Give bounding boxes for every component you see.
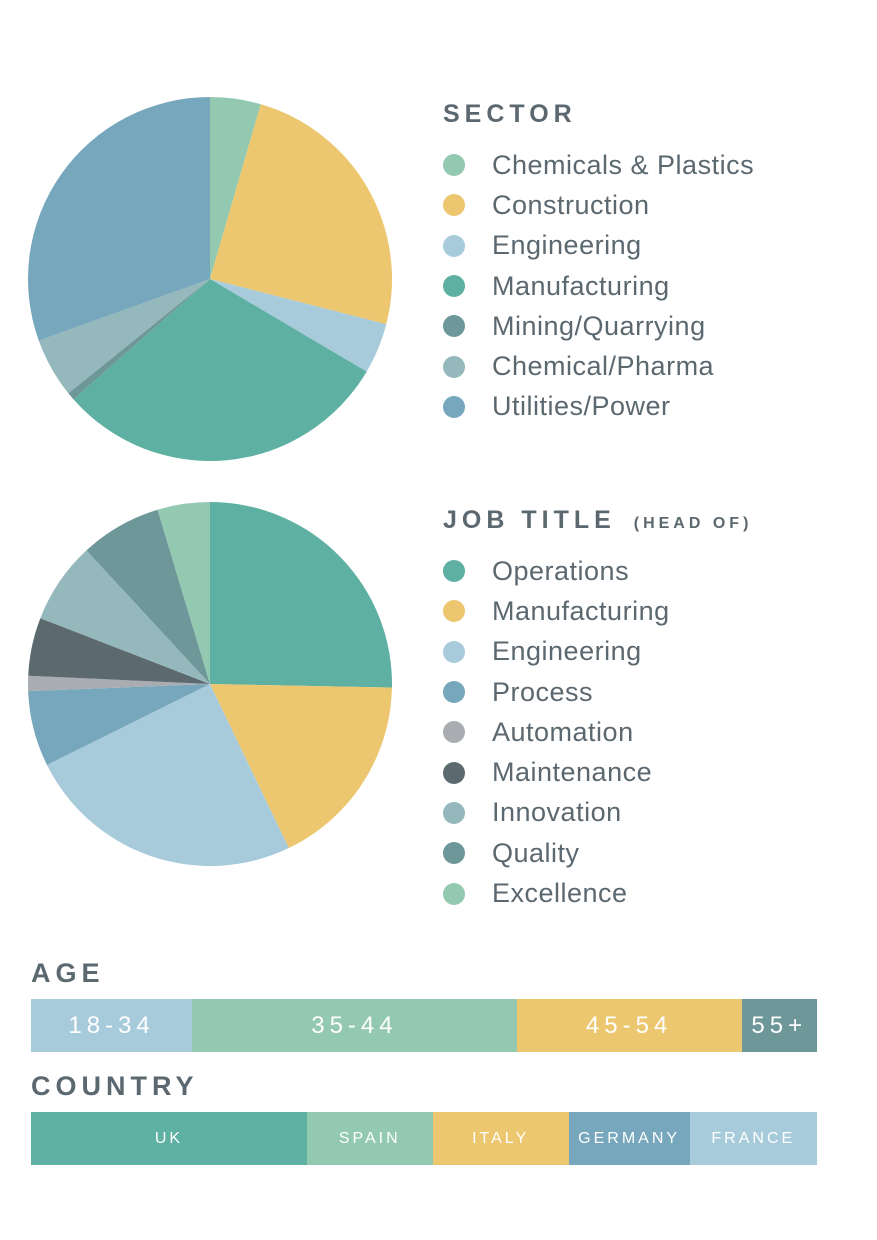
legend-swatch bbox=[443, 640, 465, 663]
legend-label: Automation bbox=[492, 716, 634, 747]
age-stacked-bar: 18-34 35-44 45-54 55+ bbox=[31, 999, 817, 1052]
job-title-legend-item-maintenance: Maintenance bbox=[443, 752, 752, 792]
legend-swatch bbox=[443, 721, 465, 744]
sector-title-text: SECTOR bbox=[443, 100, 577, 128]
sector-legend-item-chemical-pharma: Chemical/Pharma bbox=[443, 346, 754, 386]
country-segment-spain: SPAIN bbox=[306, 1112, 433, 1165]
job-title-legend-item-operations: Operations bbox=[443, 551, 752, 591]
job-title-legend: JOB TITLE (HEAD OF) Operations Manufactur… bbox=[443, 506, 752, 914]
legend-label: Mining/Quarrying bbox=[492, 310, 706, 341]
job-title-slice-engineering bbox=[46, 684, 289, 866]
job-title-legend-item-process: Process bbox=[443, 672, 752, 712]
sector-legend-item-manufacturing: Manufacturing bbox=[443, 266, 754, 306]
sector-legend-item-engineering: Engineering bbox=[443, 226, 754, 266]
legend-swatch bbox=[443, 681, 465, 704]
sector-legend: SECTOR Chemicals & Plastics Construction E… bbox=[443, 100, 754, 427]
sector-slice-engineering bbox=[210, 279, 387, 372]
legend-label: Manufacturing bbox=[492, 270, 670, 301]
legend-label: Manufacturing bbox=[492, 595, 670, 626]
job-title-legend-item-engineering: Engineering bbox=[443, 632, 752, 672]
legend-swatch bbox=[443, 882, 465, 905]
legend-label: Excellence bbox=[492, 878, 628, 909]
job-title-slice-operations bbox=[210, 502, 392, 688]
job-title-legend-item-automation: Automation bbox=[443, 712, 752, 752]
legend-label: Engineering bbox=[492, 636, 642, 667]
sector-slice-chemical-pharma bbox=[38, 279, 210, 394]
job-title-slice-innovation bbox=[40, 550, 210, 684]
legend-swatch bbox=[443, 355, 465, 378]
legend-label: Maintenance bbox=[492, 757, 653, 788]
sector-slice-chemicals-plastics bbox=[210, 97, 261, 279]
sector-slice-construction bbox=[210, 104, 393, 325]
age-segment-18-34: 18-34 bbox=[31, 999, 193, 1052]
sector-legend-item-construction: Construction bbox=[443, 185, 754, 225]
job-title-slice-manufacturing bbox=[210, 684, 392, 849]
legend-swatch bbox=[443, 560, 465, 583]
legend-label: Operations bbox=[492, 555, 630, 586]
legend-label: Innovation bbox=[492, 797, 622, 828]
job-title-subtitle: (HEAD OF) bbox=[633, 515, 753, 532]
legend-label: Utilities/Power bbox=[492, 391, 671, 422]
job-title-slice-maintenance bbox=[28, 618, 210, 684]
legend-swatch bbox=[443, 194, 465, 217]
job-title-slice-process bbox=[28, 684, 211, 765]
legend-label: Chemical/Pharma bbox=[492, 351, 715, 382]
legend-label: Quality bbox=[492, 837, 580, 868]
sector-slice-utilities-power bbox=[27, 97, 210, 341]
legend-swatch bbox=[443, 315, 465, 338]
job-title-legend-item-manufacturing: Manufacturing bbox=[443, 591, 752, 631]
legend-swatch bbox=[443, 600, 465, 623]
sector-legend-item-mining-quarrying: Mining/Quarrying bbox=[443, 306, 754, 346]
legend-label: Engineering bbox=[492, 230, 642, 261]
age-segment-35-44: 35-44 bbox=[192, 999, 517, 1052]
legend-swatch bbox=[443, 842, 465, 865]
job-title-legend-item-innovation: Innovation bbox=[443, 793, 752, 833]
job-title-legend-item-quality: Quality bbox=[443, 833, 752, 873]
age-title: AGE bbox=[31, 958, 105, 988]
country-segment-italy: ITALY bbox=[432, 1112, 569, 1165]
job-title-slice-quality bbox=[86, 509, 210, 684]
sector-legend-item-utilities-power: Utilities/Power bbox=[443, 387, 754, 427]
job-title-legend-item-excellence: Excellence bbox=[443, 873, 752, 913]
job-title-title-text: JOB TITLE bbox=[443, 506, 616, 534]
sector-pie-chart bbox=[27, 97, 393, 461]
job-title-slice-automation bbox=[28, 675, 210, 692]
job-title-pie-chart bbox=[28, 502, 392, 866]
legend-label: Process bbox=[492, 676, 594, 707]
legend-swatch bbox=[443, 275, 465, 298]
legend-swatch bbox=[443, 761, 465, 784]
country-segment-france: FRANCE bbox=[689, 1112, 817, 1165]
age-segment-45-54: 45-54 bbox=[516, 999, 742, 1052]
legend-label: Construction bbox=[492, 189, 650, 220]
job-title-slice-excellence bbox=[157, 502, 210, 684]
sector-title: SECTOR bbox=[443, 100, 754, 129]
sector-slice-mining-quarrying bbox=[68, 279, 211, 400]
sector-legend-item-chemicals-plastics: Chemicals & Plastics bbox=[443, 145, 754, 185]
legend-swatch bbox=[443, 395, 465, 418]
legend-swatch bbox=[443, 234, 465, 257]
country-segment-germany: GERMANY bbox=[568, 1112, 690, 1165]
job-title-title: JOB TITLE (HEAD OF) bbox=[443, 506, 752, 535]
legend-swatch bbox=[443, 801, 465, 824]
sector-slice-manufacturing bbox=[73, 279, 367, 461]
legend-swatch bbox=[443, 154, 465, 177]
country-stacked-bar: UK SPAIN ITALY GERMANY FRANCE bbox=[31, 1112, 817, 1165]
age-segment-55: 55+ bbox=[741, 999, 817, 1052]
legend-label: Chemicals & Plastics bbox=[492, 149, 755, 180]
country-title: COUNTRY bbox=[31, 1071, 199, 1101]
country-segment-uk: UK bbox=[31, 1112, 307, 1165]
